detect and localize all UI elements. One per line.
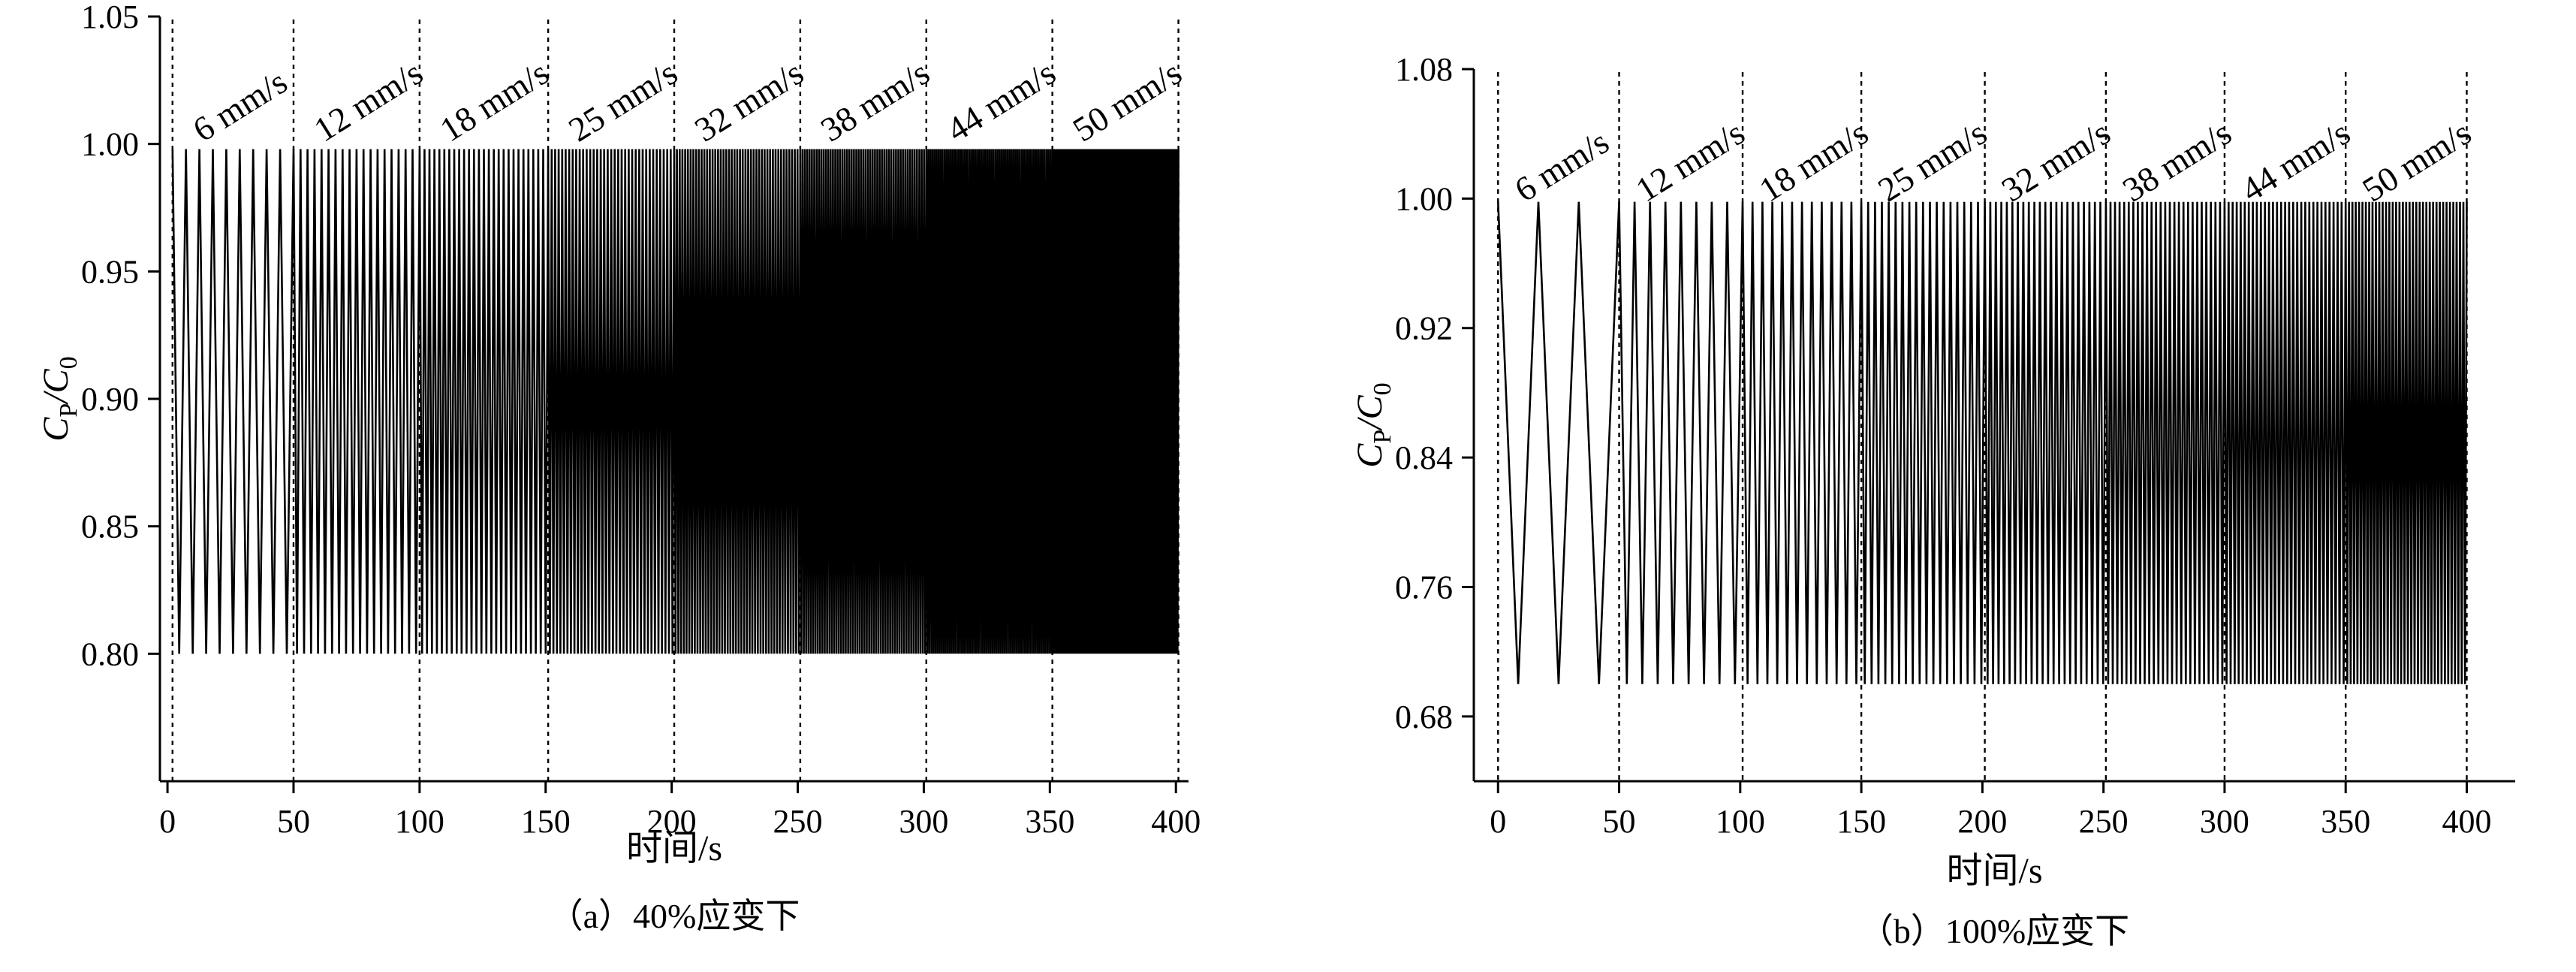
x-tick-label: 200 [647, 803, 697, 840]
speed-label: 44 mm/s [940, 53, 1062, 149]
x-tick-label: 100 [395, 803, 444, 840]
speed-label: 32 mm/s [1995, 113, 2117, 210]
x-tick-label: 350 [1025, 803, 1074, 840]
y-tick-label: 1.00 [1395, 180, 1453, 217]
speed-label: 32 mm/s [688, 53, 810, 149]
x-tick-label: 0 [1490, 803, 1506, 840]
signal-line [1497, 201, 2468, 684]
x-tick-label: 50 [1603, 803, 1636, 840]
speed-label: 25 mm/s [562, 53, 684, 149]
y-axis-label-part: P [55, 403, 83, 418]
x-tick-label: 0 [159, 803, 176, 840]
y-axis-label-part: 0 [1369, 382, 1396, 395]
speed-label: 38 mm/s [814, 53, 936, 149]
y-axis-label-part: 0 [55, 356, 83, 369]
speed-label: 18 mm/s [433, 53, 556, 149]
speed-label: 12 mm/s [307, 53, 429, 149]
y-axis-label-part: /C [1350, 394, 1390, 431]
y-axis-label: CP/C0 [1350, 382, 1396, 467]
y-tick-label: 0.80 [81, 635, 139, 672]
y-tick-label: 0.84 [1395, 439, 1453, 476]
chart-panel-b: 6 mm/s 12 mm/s 18 mm/s25 mm/s 32 mm/s38 mm/… [1350, 51, 2515, 950]
x-tick-label: 150 [521, 803, 571, 840]
panel-caption: （b）100%应变下 [1859, 912, 2129, 950]
y-tick-label: 0.92 [1395, 310, 1453, 347]
x-tick-label: 100 [1716, 803, 1765, 840]
y-tick-label: 1.05 [81, 0, 139, 35]
y-tick-label: 0.76 [1395, 569, 1453, 605]
speed-label: 6 mm/s [186, 62, 294, 149]
y-tick-label: 0.85 [81, 509, 139, 545]
y-tick-label: 0.90 [81, 381, 139, 418]
speed-label: 38 mm/s [2116, 113, 2238, 210]
x-tick-label: 350 [2321, 803, 2370, 840]
x-tick-label: 300 [2200, 803, 2249, 840]
speed-label: 25 mm/s [1871, 113, 1993, 210]
y-axis-label-part: C [36, 417, 76, 442]
y-axis-label-part: /C [36, 368, 76, 405]
x-tick-label: 250 [773, 803, 823, 840]
x-tick-label: 50 [277, 803, 310, 840]
x-tick-label: 250 [2079, 803, 2129, 840]
x-tick-label: 300 [899, 803, 948, 840]
signal-line [171, 149, 1180, 654]
y-axis-label: CP/C0 [36, 356, 83, 441]
speed-label: 50 mm/s [1066, 53, 1189, 149]
x-axis-label: 时间/s [626, 829, 722, 868]
x-tick-label: 400 [2442, 803, 2491, 840]
y-tick-label: 0.95 [81, 253, 139, 290]
panel-caption: （a）40%应变下 [549, 897, 800, 935]
x-tick-label: 400 [1151, 803, 1201, 840]
speed-label: 6 mm/s [1508, 122, 1616, 210]
speed-label: 18 mm/s [1752, 113, 1875, 210]
y-tick-label: 0.68 [1395, 699, 1453, 735]
x-tick-label: 200 [1957, 803, 2007, 840]
speed-label: 44 mm/s [2234, 113, 2357, 210]
y-axis-label-part: P [1369, 430, 1396, 444]
x-tick-label: 150 [1836, 803, 1886, 840]
y-tick-label: 1.08 [1395, 51, 1453, 88]
x-axis-label: 时间/s [1946, 851, 2042, 891]
chart-panel-a: 6 mm/s 12 mm/s 18 mm/s 25 mm/s 32 mm/s 38 mm/… [36, 0, 1201, 935]
y-tick-label: 1.00 [81, 126, 139, 163]
y-axis-label-part: C [1350, 443, 1390, 468]
speed-label: 12 mm/s [1629, 113, 1752, 210]
speed-label: 50 mm/s [2355, 113, 2478, 210]
